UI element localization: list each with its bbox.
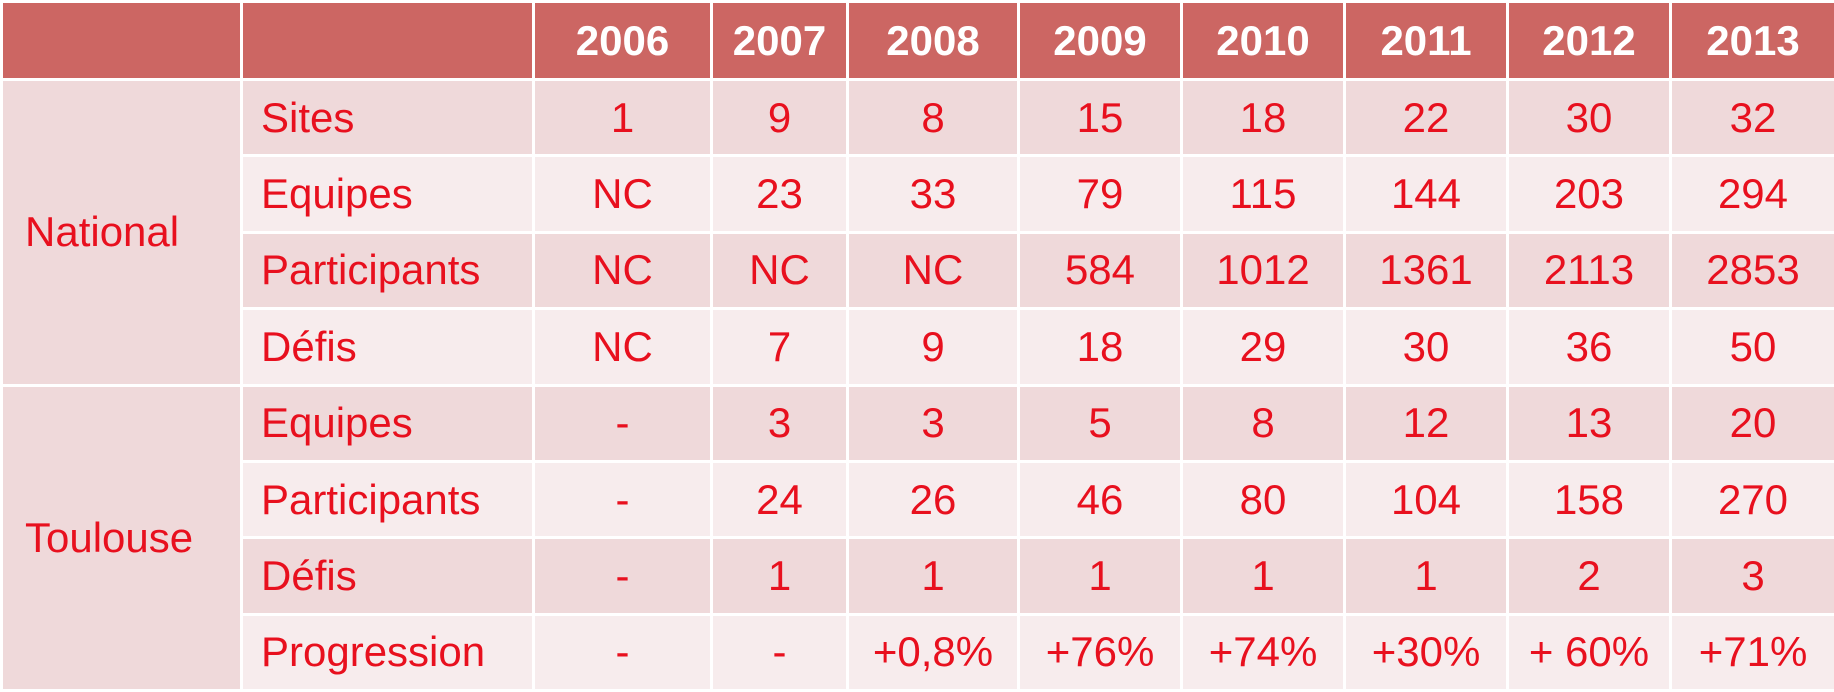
value-cell: 1012 [1180,230,1346,311]
value-cell: NC [532,154,713,234]
table-row: Défis NC 7 9 18 29 30 36 50 [2,307,1834,387]
value-cell: - [532,612,713,692]
table-row: Progression - - +0,8% +76% +74% +30% + 60% +71% [2,612,1834,692]
header-corner-cell [0,0,243,81]
group-label-national: National [0,78,243,387]
metric-label: Equipes [240,383,535,463]
value-cell: 1 [1180,536,1346,616]
value-cell: 26 [846,459,1020,540]
value-cell: 1 [532,77,713,158]
metric-label: Défis [240,536,535,616]
table-row: Participants -24 26 46 80 104 158 270 [2,459,1834,540]
value-cell: - [532,459,713,540]
value-cell: - [532,536,713,616]
value-cell: 15 [1017,77,1183,158]
value-cell: 12 [1343,383,1509,463]
value-cell: 3 [846,383,1020,463]
value-cell: - [532,383,713,463]
value-cell: 9 [846,307,1020,387]
value-cell: 30 [1343,307,1509,387]
value-cell: 24 [710,459,849,540]
value-cell: 1 [846,536,1020,616]
column-header-2010: 2010 [1180,0,1346,81]
value-cell: 2113 [1506,230,1672,311]
table-row: Défis -1 1 1 1 1 2 3 [2,536,1834,616]
metric-label: Participants [240,230,535,311]
value-cell: 29 [1180,307,1346,387]
table-row: Toulouse Equipes -3 3 5 8 12 13 20 [0,383,1834,692]
value-cell: 13 [1506,383,1672,463]
value-cell: 79 [1017,154,1183,234]
value-cell: 22 [1343,77,1509,158]
value-cell: 33 [846,154,1020,234]
value-cell: 5 [1017,383,1183,463]
value-cell: 36 [1506,307,1672,387]
value-cell: +74% [1180,612,1346,692]
table-row: Participants NC NC NC 584 1012 1361 2113 2853 [2,230,1834,311]
value-cell: 50 [1669,307,1834,387]
column-header-2011: 2011 [1343,0,1509,81]
metric-label: Défis [240,307,535,387]
value-cell: NC [532,230,713,311]
value-cell: 18 [1017,307,1183,387]
value-cell: 3 [710,383,849,463]
value-cell: 158 [1506,459,1672,540]
value-cell: 80 [1180,459,1346,540]
value-cell: 2 [1506,536,1672,616]
value-cell: 46 [1017,459,1183,540]
value-cell: 20 [1669,383,1834,463]
value-cell: 7 [710,307,849,387]
value-cell: +30% [1343,612,1509,692]
value-cell: +76% [1017,612,1183,692]
table-row: Equipes NC 23 33 79 115 144 203 294 [2,154,1834,234]
column-header-2007: 2007 [710,0,849,81]
value-cell: 294 [1669,154,1834,234]
table-body: National Sites 1 9 8 15 18 22 30 32 Equipes NC 23 33 7… [0,77,1834,692]
metric-label: Participants [240,459,535,540]
value-cell: - [710,612,849,692]
header-row: 2006 2007 2008 2009 2010 2011 2012 2013 [0,0,1834,81]
value-cell: 9 [710,77,849,158]
column-header-2009: 2009 [1017,0,1183,81]
value-cell: 1 [1343,536,1509,616]
header-metric-cell [240,0,535,81]
value-cell: +71% [1669,612,1834,692]
value-cell: 32 [1669,77,1834,158]
value-cell: 8 [846,77,1020,158]
column-header-2013: 2013 [1669,0,1834,81]
value-cell: 1 [710,536,849,616]
metric-label: Progression [240,612,535,692]
value-cell: +0,8% [846,612,1020,692]
metric-label: Equipes [240,154,535,234]
value-cell: 203 [1506,154,1672,234]
value-cell: 1361 [1343,230,1509,311]
column-header-2008: 2008 [846,0,1020,81]
value-cell: 584 [1017,230,1183,311]
value-cell: 8 [1180,383,1346,463]
value-cell: 3 [1669,536,1834,616]
value-cell: NC [846,230,1020,311]
value-cell: 144 [1343,154,1509,234]
value-cell: 18 [1180,77,1346,158]
value-cell: 2853 [1669,230,1834,311]
table-row: National Sites 1 9 8 15 18 22 30 32 [0,77,1834,387]
value-cell: 115 [1180,154,1346,234]
value-cell: 270 [1669,459,1834,540]
value-cell: 23 [710,154,849,234]
value-cell: 1 [1017,536,1183,616]
column-header-2012: 2012 [1506,0,1672,81]
value-cell: + 60% [1506,612,1672,692]
value-cell: NC [532,307,713,387]
group-label-toulouse: Toulouse [0,383,243,692]
column-header-2006: 2006 [532,0,713,81]
metric-label: Sites [240,77,535,158]
value-cell: NC [710,230,849,311]
value-cell: 30 [1506,77,1672,158]
value-cell: 104 [1343,459,1509,540]
